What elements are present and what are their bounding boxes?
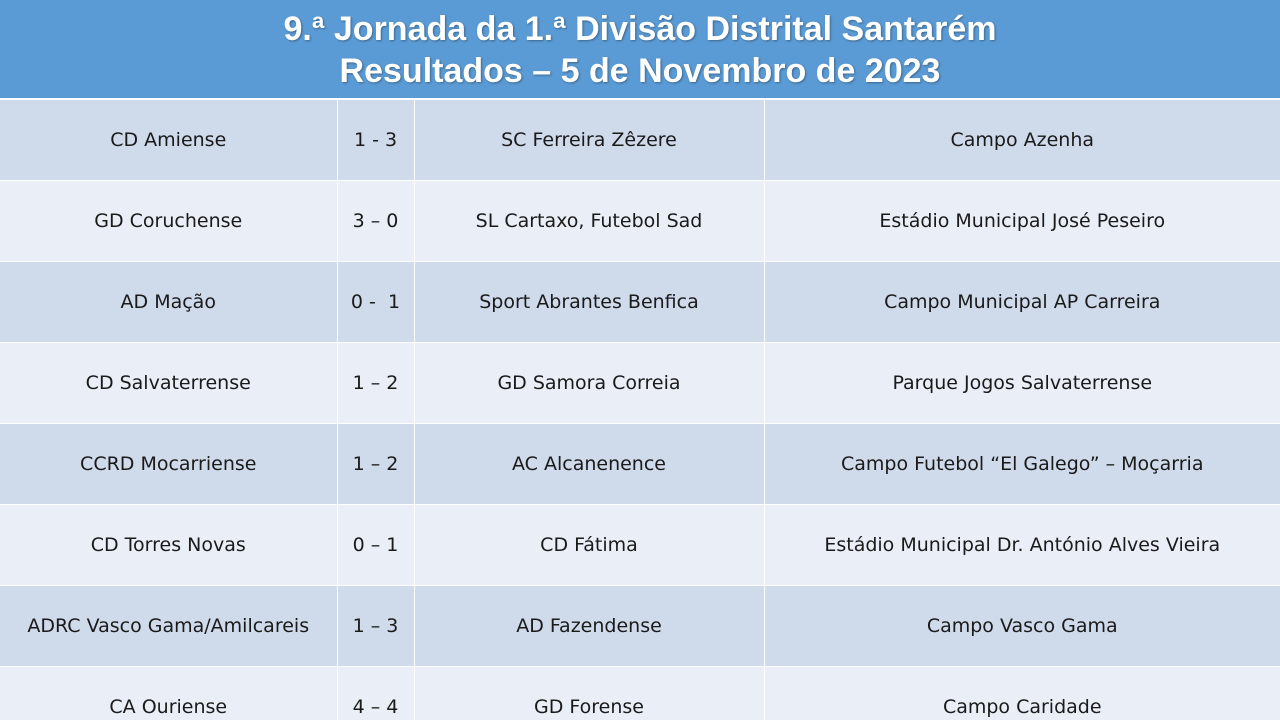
score: 0 – 1 [337,504,415,586]
home-team: GD Coruchense [0,180,338,262]
results-table: CD Amiense 1 - 3 SC Ferreira Zêzere Camp… [0,100,1280,720]
home-team: AD Mação [0,261,338,343]
away-team: GD Samora Correia [414,342,765,424]
table-row: CA Ouriense 4 – 4 GD Forense Campo Carid… [0,666,1280,720]
table-row: CCRD Mocarriense 1 – 2 AC Alcanenence Ca… [0,423,1280,505]
table-row: CD Torres Novas 0 – 1 CD Fátima Estádio … [0,504,1280,586]
score: 1 – 2 [337,423,415,505]
home-team: CD Amiense [0,100,338,181]
table-row: CD Amiense 1 - 3 SC Ferreira Zêzere Camp… [0,100,1280,181]
home-team: CA Ouriense [0,666,338,720]
away-team: Sport Abrantes Benfica [414,261,765,343]
score: 3 – 0 [337,180,415,262]
home-team: CD Torres Novas [0,504,338,586]
table-row: GD Coruchense 3 – 0 SL Cartaxo, Futebol … [0,180,1280,262]
table-row: CD Salvaterrense 1 – 2 GD Samora Correia… [0,342,1280,424]
table-row: ADRC Vasco Gama/Amilcareis 1 – 3 AD Faze… [0,585,1280,667]
away-team: CD Fátima [414,504,765,586]
venue: Campo Vasco Gama [764,585,1280,667]
venue: Campo Azenha [764,100,1280,181]
home-team: CD Salvaterrense [0,342,338,424]
score: 1 – 3 [337,585,415,667]
title-banner: 9.ª Jornada da 1.ª Divisão Distrital San… [0,0,1280,98]
venue: Estádio Municipal José Peseiro [764,180,1280,262]
venue: Campo Futebol “El Galego” – Moçarria [764,423,1280,505]
score: 1 - 3 [337,100,415,181]
home-team: CCRD Mocarriense [0,423,338,505]
venue: Parque Jogos Salvaterrense [764,342,1280,424]
away-team: AC Alcanenence [414,423,765,505]
away-team: GD Forense [414,666,765,720]
venue: Campo Municipal AP Carreira [764,261,1280,343]
away-team: AD Fazendense [414,585,765,667]
score: 4 – 4 [337,666,415,720]
title-line-1: 9.ª Jornada da 1.ª Divisão Distrital San… [283,10,997,48]
home-team: ADRC Vasco Gama/Amilcareis [0,585,338,667]
away-team: SL Cartaxo, Futebol Sad [414,180,765,262]
table-row: AD Mação 0 - 1 Sport Abrantes Benfica Ca… [0,261,1280,343]
score: 0 - 1 [337,261,415,343]
venue: Estádio Municipal Dr. António Alves Viei… [764,504,1280,586]
venue: Campo Caridade [764,666,1280,720]
score: 1 – 2 [337,342,415,424]
away-team: SC Ferreira Zêzere [414,100,765,181]
title-line-2: Resultados – 5 de Novembro de 2023 [339,52,941,90]
